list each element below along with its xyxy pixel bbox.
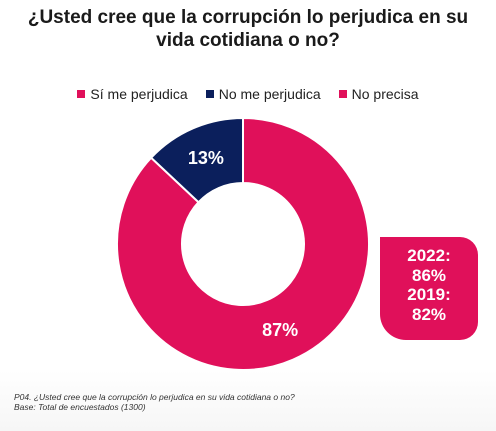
callout-year-2022: 2022:: [407, 246, 451, 265]
legend-label-si-me-perjudica: Sí me perjudica: [90, 86, 188, 102]
legend-label-no-precisa: No precisa: [351, 86, 419, 102]
comparison-callout: 2022: 86% 2019: 82%: [380, 237, 478, 340]
footnote: P04. ¿Usted cree que la corrupción lo pe…: [14, 392, 295, 412]
footnote-question: P04. ¿Usted cree que la corrupción lo pe…: [14, 392, 295, 402]
chart-legend: Sí me perjudica No me perjudica No preci…: [0, 86, 496, 102]
legend-swatch-si-me-perjudica: [77, 90, 86, 98]
donut-slice-labels: 87% 13%: [188, 148, 298, 340]
donut-slice-si-me-perjudica: [116, 116, 370, 371]
legend-item-no-precisa: No precisa: [338, 86, 419, 102]
footnote-base: Base: Total de encuestados (1300): [14, 402, 146, 412]
callout-value-2022: 86%: [411, 265, 447, 285]
callout-year-2019: 2019:: [407, 285, 451, 304]
chart-title: ¿Usted cree que la corrupción lo perjudi…: [27, 7, 469, 51]
donut-slices: [116, 116, 370, 371]
legend-swatch-no-me-perjudica: [205, 90, 214, 98]
legend-label-no-me-perjudica: No me perjudica: [218, 86, 321, 102]
callout-value-2019: 82%: [411, 304, 447, 324]
legend-item-si-me-perjudica: Sí me perjudica: [77, 86, 188, 102]
donut-slice-no-me-perjudica: [149, 116, 244, 204]
legend-item-no-me-perjudica: No me perjudica: [205, 86, 321, 102]
legend-swatch-no-precisa: [338, 90, 347, 98]
donut-label-no-me-perjudica: 13%: [188, 148, 224, 168]
donut-label-si-me-perjudica: 87%: [262, 320, 298, 340]
